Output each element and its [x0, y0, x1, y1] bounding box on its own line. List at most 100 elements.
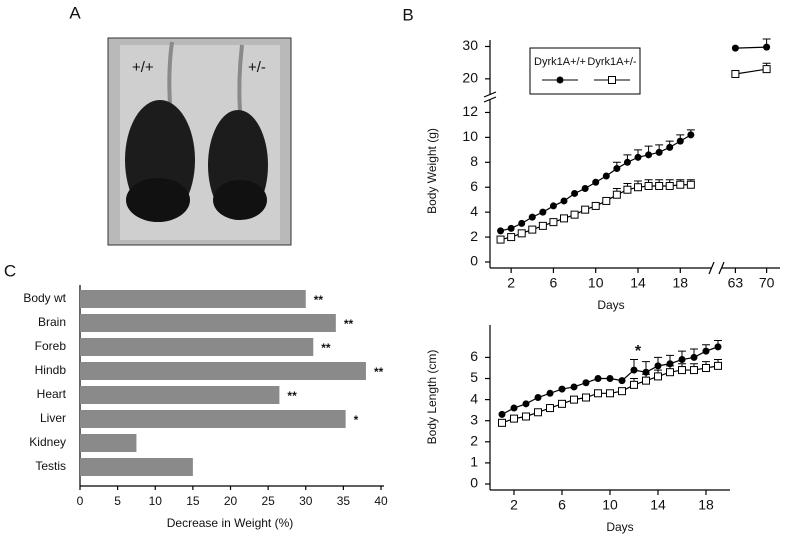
data-point	[602, 172, 610, 180]
data-point	[571, 189, 579, 197]
y-tick-label: 5	[470, 369, 478, 385]
category-label: Heart	[37, 387, 67, 401]
panel-label: C	[4, 261, 16, 280]
data-point	[517, 229, 526, 238]
mouse-head	[126, 178, 190, 222]
bar	[80, 290, 306, 308]
y-tick-label: 4	[470, 390, 478, 406]
significance-label: *	[354, 413, 359, 427]
data-point	[497, 227, 505, 235]
legend-label: Dyrk1A+/+	[534, 56, 586, 68]
bar	[80, 410, 346, 428]
data-point	[618, 387, 626, 396]
category-label: Liver	[40, 411, 66, 425]
data-point	[763, 43, 771, 51]
data-point	[558, 399, 566, 408]
data-point	[606, 375, 614, 383]
y-tick-label: 0	[470, 253, 478, 269]
bar	[80, 314, 336, 332]
legend-box	[529, 47, 641, 95]
legend-label: Dyrk1A+/-	[587, 56, 637, 68]
data-point	[581, 184, 589, 192]
data-point	[534, 408, 542, 417]
x-tick-label: 30	[299, 494, 313, 508]
mouse-head	[213, 180, 267, 220]
annotation: *	[635, 343, 642, 360]
data-point	[606, 389, 614, 398]
data-point	[539, 208, 547, 216]
data-point	[592, 178, 600, 186]
x-tick-label: 70	[759, 275, 775, 291]
x-tick-label: 2	[507, 275, 515, 291]
bar	[80, 338, 314, 356]
data-point	[528, 225, 537, 234]
x-tick-label: 6	[558, 497, 566, 513]
data-point	[714, 343, 722, 351]
data-point	[594, 375, 602, 383]
tail	[237, 44, 244, 113]
data-point	[634, 183, 642, 192]
data-point	[714, 361, 722, 370]
data-point	[522, 412, 530, 421]
bar	[80, 362, 366, 380]
data-point	[612, 190, 621, 199]
data-point	[546, 389, 554, 397]
category-label: Testis	[35, 459, 66, 473]
axis-break	[718, 261, 725, 275]
y-tick-label: 2	[470, 433, 478, 449]
data-point	[666, 143, 674, 151]
data-point	[634, 153, 642, 161]
legend-marker	[556, 76, 564, 84]
x-tick-label: 18	[698, 497, 714, 513]
data-point	[630, 380, 638, 389]
data-point	[496, 235, 505, 244]
data-point	[546, 404, 554, 413]
y-tick-label: 10	[462, 128, 478, 144]
y-tick-label: 6	[470, 348, 478, 364]
data-point	[618, 377, 626, 385]
y-tick-label: 8	[470, 153, 478, 169]
data-point	[690, 366, 698, 375]
genotype-label: +/-	[248, 59, 266, 76]
data-point	[762, 65, 771, 74]
x-tick-label: 40	[374, 494, 388, 508]
data-point	[518, 219, 526, 227]
axis-break	[708, 261, 715, 275]
y-tick-label: 3	[470, 411, 478, 427]
data-point	[654, 362, 662, 370]
x-axis-label: Decrease in Weight (%)	[167, 516, 294, 530]
data-point	[731, 69, 740, 78]
bar	[80, 434, 137, 452]
data-point	[686, 180, 695, 189]
data-point	[630, 366, 638, 374]
data-point	[507, 233, 516, 242]
significance-label: **	[344, 317, 354, 331]
data-point	[678, 366, 686, 375]
bar	[80, 386, 280, 404]
data-point	[498, 418, 506, 427]
data-point	[538, 221, 547, 230]
data-point	[690, 353, 698, 361]
y-axis-label: Body Length (cm)	[425, 350, 439, 445]
data-point	[642, 376, 650, 385]
data-point	[644, 181, 653, 190]
axis-break	[483, 96, 497, 103]
category-label: Kidney	[29, 435, 66, 449]
data-point	[510, 414, 518, 423]
data-point	[560, 214, 568, 223]
data-point	[570, 395, 578, 404]
panel-label: A	[69, 3, 81, 22]
data-point	[570, 210, 579, 219]
data-point	[623, 185, 632, 194]
data-point	[613, 165, 621, 173]
x-tick-label: 18	[672, 275, 688, 291]
x-tick-label: 10	[588, 275, 604, 291]
y-tick-label: 1	[470, 454, 478, 470]
y-tick-label: 30	[462, 37, 478, 53]
significance-label: **	[287, 389, 297, 403]
x-axis-label: Days	[606, 520, 633, 534]
data-point	[560, 197, 568, 205]
data-point	[582, 393, 590, 402]
bar	[80, 458, 193, 476]
